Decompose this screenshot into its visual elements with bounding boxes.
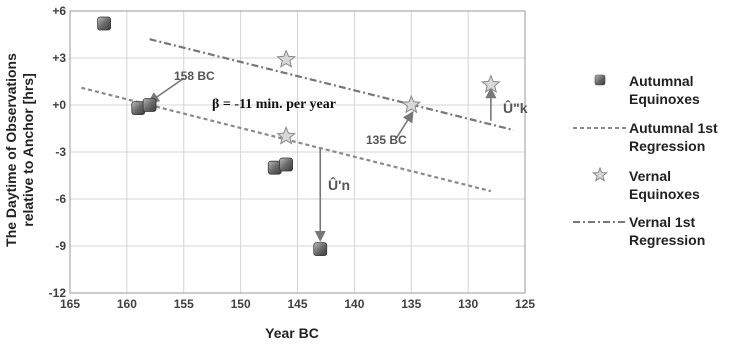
y-tick-label: -6 [55, 192, 66, 206]
vernal-point [276, 125, 296, 145]
annotation-arrows [147, 77, 497, 242]
vernal-point [481, 74, 501, 93]
autumnal-point [279, 157, 294, 172]
y-tick-label: +0 [52, 98, 66, 112]
legend-label-autumnal-regression-2: Regression [629, 138, 705, 154]
arrow-135bc [395, 110, 414, 139]
regression-line-3 [149, 38, 514, 132]
gridlines [69, 10, 526, 294]
x-tick-label: 160 [117, 297, 137, 311]
x-tick-label: 130 [458, 297, 478, 311]
legend-star-shape [591, 166, 609, 182]
y-axis-title-line-1: The Daytime of Observations [3, 53, 19, 247]
legend-marker-vernal-equinoxes [591, 166, 609, 182]
y-tick-label: -9 [55, 239, 66, 253]
legend-label-vernal-equinoxes-2: Equinoxes [629, 186, 700, 202]
annotation-u-n: Û'n [328, 176, 350, 193]
beta-annotation: β = -11 min. per year [212, 97, 336, 112]
legend-label-vernal-equinoxes-1: Vernal [629, 168, 671, 184]
annotation-135bc: 135 BC [366, 133, 407, 147]
annotation-158bc: 158 BC [174, 69, 215, 83]
arrow-158bc [147, 77, 185, 104]
plot-area-frame [69, 10, 526, 294]
legend: Autumnal Equinoxes Autumnal 1st Regressi… [573, 73, 718, 248]
autumnal-point [142, 98, 157, 112]
x-tick-label: 145 [287, 297, 307, 311]
autumnal-point [313, 242, 328, 257]
y-axis-title-line-2: relative to Anchor [hrs] [20, 73, 36, 227]
y-tick-label: +6 [52, 4, 66, 18]
x-tick-label: 140 [344, 297, 364, 311]
y-axis-title: The Daytime of Observations relative to … [3, 53, 36, 247]
y-tick-label: +3 [52, 51, 66, 65]
autumnal-point [97, 16, 112, 31]
vernal-point [401, 94, 422, 114]
data-points [97, 16, 501, 257]
x-tick-label: 155 [174, 297, 194, 311]
annotation-u-k: Û"k [503, 99, 528, 116]
legend-label-autumnal-equinoxes-1: Autumnal [629, 73, 694, 89]
legend-label-autumnal-equinoxes-2: Equinoxes [629, 91, 700, 107]
legend-label-vernal-regression-2: Regression [629, 232, 705, 248]
vernal-point [276, 49, 296, 68]
x-tick-label: 125 [515, 297, 535, 311]
x-tick-label: 150 [231, 297, 251, 311]
annotations: β = -11 min. per year 158 BC 135 BC Û'n … [174, 69, 528, 193]
x-tick-label: 135 [401, 297, 421, 311]
legend-marker-autumnal-equinoxes [594, 74, 606, 86]
x-tick-label: 165 [60, 297, 80, 311]
y-tick-label: -3 [55, 145, 66, 159]
tick-labels: 165 160 155 150 145 140 135 130 125 +6 +3 +0 -3 -6 -9 -… [49, 4, 536, 311]
x-axis-title: Year BC [265, 325, 319, 341]
legend-label-autumnal-regression-1: Autumnal 1st [629, 120, 718, 136]
y-tick-label: -12 [49, 286, 67, 300]
legend-label-vernal-regression-1: Vernal 1st [629, 214, 695, 230]
